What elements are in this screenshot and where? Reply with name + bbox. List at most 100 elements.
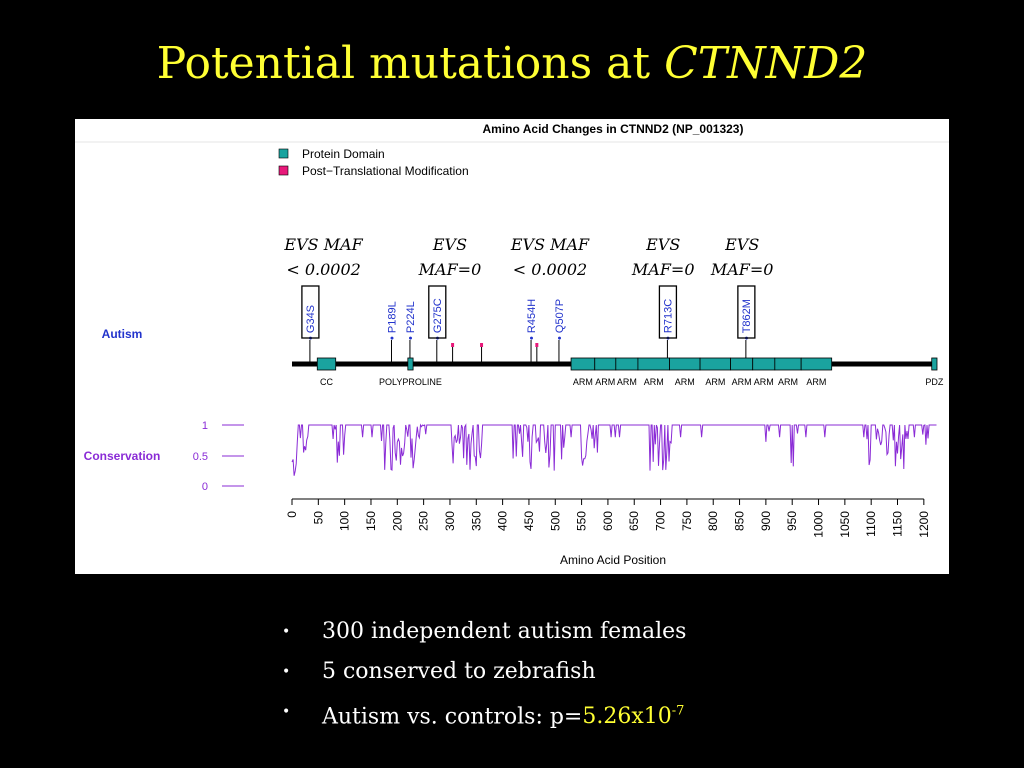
variant-box	[428, 285, 447, 339]
p-value-mantissa: 5.26x10	[582, 704, 672, 730]
domain-label: ARM	[617, 377, 637, 387]
track-label: Autism	[102, 327, 143, 341]
evs-annotation: < 0.0002	[286, 260, 360, 279]
x-tick-label: 750	[680, 511, 694, 531]
x-tick-label: 650	[627, 511, 641, 531]
conservation-tick: 0	[202, 481, 208, 493]
ptm-marker	[451, 343, 455, 347]
protein-domain	[615, 357, 639, 371]
evs-annotation: MAF=0	[631, 260, 695, 279]
conservation-tick: 0.5	[193, 451, 208, 463]
x-tick-label: 1200	[917, 511, 931, 538]
variant-label: • P224L	[405, 301, 417, 340]
x-tick-label: 400	[496, 511, 510, 531]
protein-domain	[316, 357, 337, 371]
variant-label: • G275C	[432, 298, 444, 340]
x-tick-label: 450	[522, 511, 536, 531]
domain-label: ARM	[644, 377, 664, 387]
protein-domain	[570, 357, 596, 371]
evs-annotation: EVS	[645, 235, 680, 254]
evs-annotation: EVS	[432, 235, 467, 254]
domain-label: ARM	[754, 377, 774, 387]
x-tick-label: 1100	[864, 511, 878, 537]
x-tick-label: 1050	[838, 511, 852, 538]
evs-annotation: EVS	[724, 235, 759, 254]
domain-label: ARM	[573, 377, 593, 387]
domain-label: ARM	[705, 377, 725, 387]
evs-annotation: MAF=0	[418, 260, 482, 279]
p-value-prefix: Autism vs. controls: p=	[322, 704, 583, 730]
evs-annotation: EVS MAF	[510, 235, 590, 254]
ptm-marker	[480, 343, 484, 347]
x-tick-label: 800	[706, 511, 720, 531]
conservation-label: Conservation	[84, 449, 161, 463]
variant-label: • G34S	[305, 305, 317, 340]
x-tick-label: 1000	[812, 511, 826, 538]
chart-title: Amino Acid Changes in CTNND2 (NP_001323)	[483, 122, 744, 136]
x-tick-label: 0	[285, 511, 299, 518]
x-tick-label: 1150	[891, 511, 905, 537]
x-tick-label: 700	[654, 511, 668, 531]
x-tick-label: 950	[785, 511, 799, 531]
x-tick-label: 100	[338, 511, 352, 531]
legend-label: Post−Translational Modification	[302, 164, 469, 178]
x-tick-label: 350	[469, 511, 483, 531]
bullet-text: Autism vs. controls: p=5.26x10-7	[322, 696, 684, 733]
protein-domain	[800, 357, 833, 371]
domain-label: ARM	[595, 377, 615, 387]
variant-label: • T862M	[741, 299, 753, 340]
protein-domain	[637, 357, 670, 371]
protein-domain	[594, 357, 617, 371]
title-gene: CTNND2	[664, 38, 868, 89]
x-tick-label: 150	[364, 511, 378, 531]
protein-domain	[752, 357, 776, 371]
evs-annotation: < 0.0002	[513, 260, 587, 279]
bullet-dot: •	[282, 624, 291, 640]
protein-domain	[669, 357, 701, 371]
variant-label: • P189L	[387, 301, 399, 340]
bullet-text: 5 conserved to zebrafish	[322, 659, 596, 684]
x-tick-label: 300	[443, 511, 457, 531]
variant-label: • Q507P	[554, 299, 566, 340]
evs-annotation: MAF=0	[710, 260, 774, 279]
domain-label: CC	[320, 377, 333, 387]
x-tick-label: 900	[759, 511, 773, 531]
variant-box	[301, 285, 320, 339]
legend-label: Protein Domain	[302, 147, 385, 161]
domain-label: PDZ	[925, 377, 944, 387]
x-tick-label: 600	[601, 511, 615, 531]
domain-label: POLYPROLINE	[379, 377, 442, 387]
bullet-text: 300 independent autism females	[322, 619, 687, 644]
title-prefix: Potential mutations at	[156, 38, 665, 89]
variant-label: • R713C	[662, 299, 674, 340]
x-tick-label: 500	[548, 511, 562, 531]
conservation-tick: 1	[202, 420, 208, 432]
bullet-dot: •	[282, 704, 291, 720]
domain-label: ARM	[675, 377, 695, 387]
protein-domain	[774, 357, 802, 371]
ptm-marker	[535, 343, 539, 347]
bullet-dot: •	[282, 664, 291, 680]
conservation-trace	[291, 423, 937, 476]
p-value-exponent: -7	[671, 704, 685, 719]
protein-domain	[407, 357, 414, 371]
lollipop-chart: Amino Acid Changes in CTNND2 (NP_001323)…	[75, 122, 949, 567]
slide-title: Potential mutations at CTNND2	[0, 38, 1024, 89]
x-tick-label: 50	[311, 511, 325, 525]
p-value: 5.26x10-7	[582, 704, 684, 729]
x-tick-label: 850	[733, 511, 747, 531]
protein-domain	[730, 357, 754, 371]
evs-annotation: EVS MAF	[283, 235, 363, 254]
protein-domain	[931, 357, 938, 371]
x-tick-label: 550	[575, 511, 589, 531]
domain-label: ARM	[778, 377, 798, 387]
legend-swatch	[278, 165, 289, 176]
x-tick-label: 200	[390, 511, 404, 531]
variant-box	[658, 285, 678, 339]
variant-box	[737, 285, 756, 339]
x-tick-label: 250	[417, 511, 431, 531]
protein-domain	[699, 357, 731, 371]
legend-swatch	[278, 148, 289, 159]
mutation-figure: Amino Acid Changes in CTNND2 (NP_001323)…	[75, 119, 949, 574]
x-axis-label: Amino Acid Position	[560, 553, 666, 567]
